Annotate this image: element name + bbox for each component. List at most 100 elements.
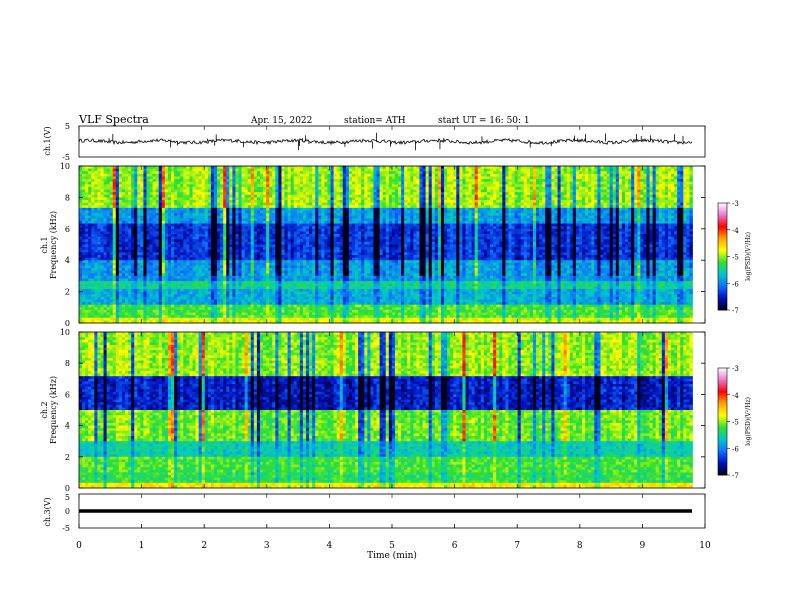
heatmap-cell bbox=[174, 192, 177, 195]
heatmap-cell bbox=[251, 184, 254, 187]
heatmap-cell bbox=[196, 200, 199, 203]
heatmap-cell bbox=[128, 171, 131, 174]
heatmap-cell bbox=[668, 171, 671, 174]
heatmap-cell bbox=[113, 218, 116, 221]
heatmap-cell bbox=[349, 169, 352, 172]
heatmap-cell bbox=[650, 203, 653, 206]
heatmap-cell bbox=[263, 174, 266, 177]
heatmap-cell bbox=[174, 213, 177, 216]
heatmap-cell bbox=[122, 218, 125, 221]
heatmap-cell bbox=[677, 208, 680, 211]
heatmap-cell bbox=[524, 184, 527, 187]
heatmap-cell bbox=[689, 208, 692, 211]
heatmap-cell bbox=[100, 184, 103, 187]
heatmap-cell bbox=[668, 200, 671, 203]
heatmap-cell bbox=[640, 182, 643, 185]
heatmap-cell bbox=[303, 174, 306, 177]
heatmap-cell bbox=[465, 226, 468, 229]
heatmap-cell bbox=[588, 221, 591, 224]
heatmap-cell bbox=[278, 169, 281, 172]
heatmap-cell bbox=[331, 205, 334, 208]
heatmap-cell bbox=[404, 187, 407, 190]
heatmap-cell bbox=[383, 176, 386, 179]
heatmap-cell bbox=[502, 205, 505, 208]
heatmap-cell bbox=[352, 171, 355, 174]
heatmap-cell bbox=[315, 224, 318, 227]
heatmap-cell bbox=[263, 229, 266, 232]
heatmap-cell bbox=[634, 216, 637, 219]
heatmap-cell bbox=[533, 166, 536, 169]
heatmap-cell bbox=[453, 195, 456, 198]
heatmap-cell bbox=[481, 166, 484, 169]
heatmap-cell bbox=[82, 221, 85, 224]
heatmap-cell bbox=[373, 224, 376, 227]
heatmap-cell bbox=[459, 226, 462, 229]
heatmap-cell bbox=[229, 200, 232, 203]
heatmap-cell bbox=[545, 226, 548, 229]
heatmap-cell bbox=[518, 224, 521, 227]
heatmap-cell bbox=[481, 179, 484, 182]
heatmap-cell bbox=[88, 208, 91, 211]
heatmap-cell bbox=[490, 221, 493, 224]
heatmap-cell bbox=[119, 205, 122, 208]
heatmap-cell bbox=[309, 184, 312, 187]
heatmap-cell bbox=[269, 218, 272, 221]
heatmap-cell bbox=[558, 190, 561, 193]
heatmap-cell bbox=[367, 187, 370, 190]
heatmap-cell bbox=[665, 187, 668, 190]
heatmap-cell bbox=[444, 224, 447, 227]
heatmap-cell bbox=[165, 169, 168, 172]
heatmap-cell bbox=[545, 210, 548, 213]
heatmap-cell bbox=[94, 218, 97, 221]
heatmap-cell bbox=[591, 208, 594, 211]
heatmap-cell bbox=[671, 210, 674, 213]
heatmap-cell bbox=[242, 213, 245, 216]
heatmap-cell bbox=[153, 166, 156, 169]
heatmap-cell bbox=[229, 197, 232, 200]
heatmap-cell bbox=[251, 205, 254, 208]
heatmap-cell bbox=[171, 176, 174, 179]
heatmap-cell bbox=[646, 226, 649, 229]
heatmap-cell bbox=[180, 192, 183, 195]
heatmap-cell bbox=[683, 205, 686, 208]
heatmap-cell bbox=[496, 179, 499, 182]
heatmap-cell bbox=[646, 171, 649, 174]
heatmap-cell bbox=[475, 190, 478, 193]
heatmap-cell bbox=[128, 182, 131, 185]
heatmap-cell bbox=[85, 171, 88, 174]
heatmap-cell bbox=[591, 176, 594, 179]
heatmap-cell bbox=[291, 195, 294, 198]
heatmap-cell bbox=[94, 226, 97, 229]
heatmap-cell bbox=[585, 208, 588, 211]
heatmap-cell bbox=[585, 190, 588, 193]
heatmap-cell bbox=[269, 224, 272, 227]
heatmap-cell bbox=[331, 213, 334, 216]
heatmap-cell bbox=[97, 224, 100, 227]
heatmap-cell bbox=[643, 224, 646, 227]
heatmap-cell bbox=[419, 166, 422, 169]
heatmap-cell bbox=[278, 218, 281, 221]
heatmap-cell bbox=[269, 182, 272, 185]
heatmap-cell bbox=[370, 176, 373, 179]
heatmap-cell bbox=[82, 216, 85, 219]
heatmap-cell bbox=[392, 218, 395, 221]
heatmap-cell bbox=[337, 218, 340, 221]
heatmap-cell bbox=[364, 176, 367, 179]
heatmap-cell bbox=[180, 210, 183, 213]
heatmap-cell bbox=[113, 200, 116, 203]
heatmap-cell bbox=[229, 226, 232, 229]
heatmap-cell bbox=[171, 192, 174, 195]
heatmap-cell bbox=[245, 184, 248, 187]
heatmap-cell bbox=[321, 174, 324, 177]
heatmap-cell bbox=[462, 210, 465, 213]
heatmap-cell bbox=[548, 218, 551, 221]
heatmap-cell bbox=[383, 229, 386, 232]
heatmap-cell bbox=[107, 197, 110, 200]
heatmap-cell bbox=[131, 226, 134, 229]
heatmap-cell bbox=[251, 182, 254, 185]
heatmap-cell bbox=[281, 195, 284, 198]
heatmap-cell bbox=[686, 184, 689, 187]
heatmap-cell bbox=[334, 166, 337, 169]
heatmap-cell bbox=[232, 221, 235, 224]
heatmap-cell bbox=[263, 197, 266, 200]
